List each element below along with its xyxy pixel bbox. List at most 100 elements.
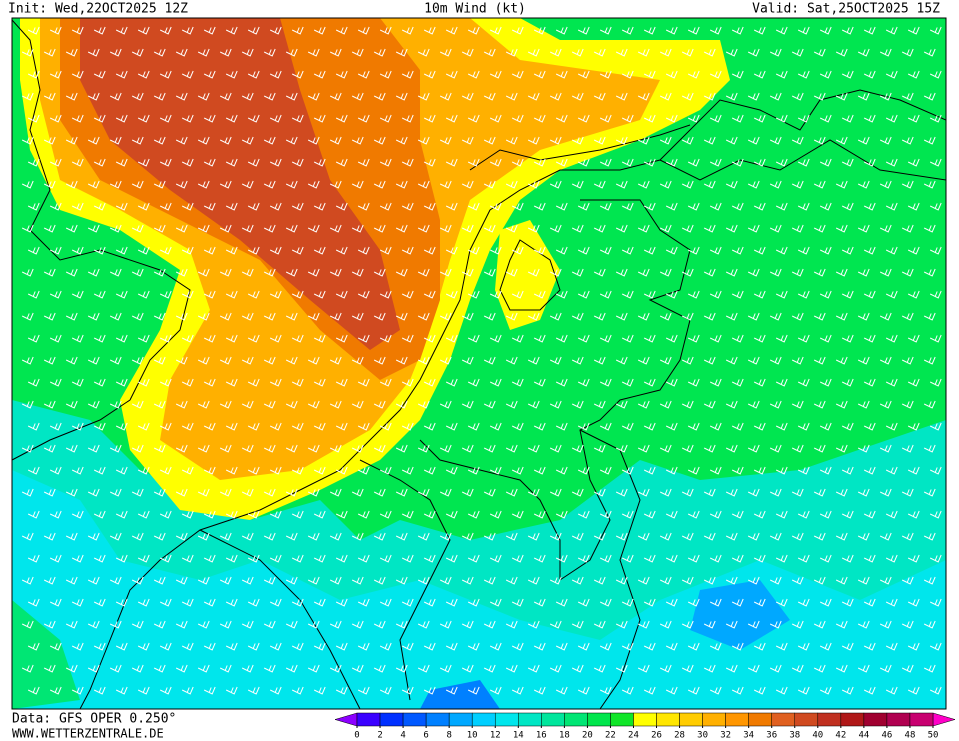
wind-barb (87, 576, 100, 585)
wind-barb (819, 202, 832, 211)
wind-barb (775, 642, 788, 651)
wind-barb (247, 554, 260, 563)
wind-barb (637, 224, 650, 233)
wind-barb (159, 422, 172, 431)
wind-barb (555, 598, 568, 607)
wind-barb (533, 422, 546, 431)
wind-barb (379, 246, 392, 255)
wind-barb (885, 642, 898, 651)
wind-barb (945, 184, 946, 185)
colorbar-tick-label: 38 (789, 731, 800, 741)
wind-barb (709, 686, 722, 695)
wind-barb (901, 136, 914, 145)
wind-barb (175, 664, 188, 673)
wind-barb (335, 26, 348, 35)
wind-barb (153, 180, 166, 189)
wind-barb (555, 510, 568, 519)
wind-barb (373, 400, 386, 409)
wind-barb (153, 400, 166, 409)
wind-barb (153, 620, 166, 629)
wind-barb (225, 554, 238, 563)
wind-barb (373, 356, 386, 365)
wind-barb (225, 642, 238, 651)
wind-barb (197, 92, 210, 101)
wind-barb (197, 444, 210, 453)
wind-barb (665, 466, 678, 475)
wind-barb (483, 268, 496, 277)
data-source: Data: GFS OPER 0.250° (12, 712, 176, 727)
wind-barb (263, 532, 276, 541)
wind-barb (945, 316, 946, 317)
wind-barb (621, 246, 634, 255)
wind-barb (373, 532, 386, 541)
wind-barb (181, 290, 194, 299)
wind-barb (115, 642, 128, 651)
wind-barb (203, 378, 216, 387)
wind-barb (269, 598, 282, 607)
wind-barb (395, 48, 408, 57)
wind-barb (401, 466, 414, 475)
wind-barb (71, 26, 84, 35)
wind-barb (313, 334, 326, 343)
wind-barb (571, 400, 584, 409)
wind-barb (769, 532, 782, 541)
wind-barb (637, 136, 650, 145)
wind-barb (879, 488, 892, 497)
wind-barb (445, 510, 458, 519)
wind-barb (93, 114, 106, 123)
wind-barb (93, 246, 106, 255)
wind-barb (527, 48, 540, 57)
wind-barb (703, 400, 716, 409)
wind-barb (841, 334, 854, 343)
wind-barb (335, 554, 348, 563)
wind-barb (659, 488, 672, 497)
wind-barb (395, 400, 408, 409)
wind-barb (637, 664, 650, 673)
wind-barb (247, 26, 260, 35)
wind-barb (813, 136, 826, 145)
wind-barb (197, 664, 210, 673)
wind-barb (313, 378, 326, 387)
wind-barb (709, 70, 722, 79)
wind-barb (87, 312, 100, 321)
wind-barb (153, 488, 166, 497)
wind-barb (775, 466, 788, 475)
wind-barb (241, 488, 254, 497)
wind-barb (797, 334, 810, 343)
wind-barb (571, 620, 584, 629)
wind-barb (263, 92, 276, 101)
wind-barb (505, 400, 518, 409)
wind-barb (571, 312, 584, 321)
wind-barb (725, 400, 738, 409)
wind-barb (461, 620, 474, 629)
wind-barb (357, 334, 370, 343)
wind-barb (247, 290, 260, 299)
wind-barb (21, 92, 34, 101)
wind-barb (461, 48, 474, 57)
wind-barb (533, 686, 546, 695)
wind-barb (109, 268, 122, 277)
wind-barb (857, 400, 870, 409)
wind-barb (71, 466, 84, 475)
wind-barb (181, 422, 194, 431)
wind-barb (197, 532, 210, 541)
wind-barb (225, 422, 238, 431)
wind-barb (203, 642, 216, 651)
colorbar-swatch (886, 712, 911, 727)
wind-barb (769, 664, 782, 673)
wind-barb (153, 312, 166, 321)
wind-barb (379, 598, 392, 607)
wind-barb (439, 444, 452, 453)
wind-barb (417, 136, 430, 145)
wind-barb (153, 444, 166, 453)
wind-barb (659, 268, 672, 277)
wind-barb (489, 158, 502, 167)
wind-barb (637, 400, 650, 409)
wind-barb (681, 620, 694, 629)
wind-barb (769, 576, 782, 585)
wind-barb (241, 92, 254, 101)
wind-barb (159, 246, 172, 255)
wind-barb (687, 422, 700, 431)
wind-barb (395, 620, 408, 629)
wind-barb (351, 664, 364, 673)
